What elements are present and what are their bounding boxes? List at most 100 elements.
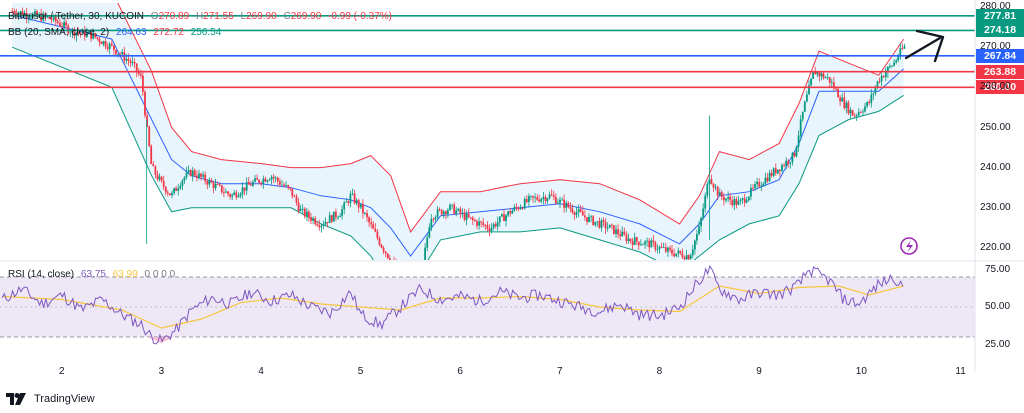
candle-body <box>370 222 373 225</box>
candle-body <box>675 253 678 257</box>
rsi-extra-values: 0 0 0 0 <box>144 269 176 280</box>
candle-body <box>388 258 391 260</box>
candle-body <box>30 17 32 19</box>
candle-body <box>432 218 435 220</box>
candle-body <box>853 115 856 117</box>
candle-body <box>899 48 902 57</box>
candle-body <box>833 82 835 89</box>
candle-body <box>608 224 611 228</box>
candle-body <box>293 196 296 197</box>
candle-body <box>295 196 298 203</box>
candle-body <box>503 214 505 222</box>
candle-body <box>839 97 841 102</box>
candle-body <box>474 220 476 221</box>
candle-body <box>220 185 223 193</box>
candle-body <box>158 176 161 180</box>
candle-body <box>204 174 207 182</box>
candle-body <box>40 14 43 21</box>
candle-body <box>864 106 866 112</box>
candle-body <box>694 240 696 250</box>
candle-body <box>880 76 883 82</box>
candle-body <box>478 221 480 226</box>
candle-body <box>312 218 314 221</box>
candle-body <box>436 209 439 218</box>
time-tick-3: 3 <box>158 366 165 377</box>
candle-body <box>19 11 22 14</box>
candle-body <box>447 210 449 215</box>
candle-body <box>803 101 806 112</box>
candle-body <box>523 199 526 209</box>
candle-body <box>793 152 796 157</box>
candle-body <box>596 221 599 222</box>
candle-body <box>386 253 389 259</box>
candle-body <box>173 188 175 193</box>
candle-body <box>376 231 379 239</box>
candle-body <box>569 207 572 209</box>
candle-body <box>743 198 746 203</box>
candle-body <box>783 165 785 166</box>
candle-body <box>617 229 619 235</box>
candle-body <box>297 202 300 211</box>
time-tick-8: 8 <box>656 366 663 377</box>
candle-body <box>457 208 460 211</box>
tradingview-logo-icon <box>6 393 26 405</box>
candle-body <box>241 187 244 194</box>
candle-body <box>710 179 713 184</box>
candle-body <box>735 199 738 205</box>
candle-body <box>820 73 823 77</box>
time-tick-6: 6 <box>457 366 463 377</box>
candle-body <box>667 247 669 252</box>
candle-body <box>231 194 234 197</box>
price-tick-220.00: 220.00 <box>980 242 1011 253</box>
candle-body <box>876 81 879 88</box>
candle-body <box>621 231 624 237</box>
candle-body <box>94 33 97 38</box>
change-value: -0.99 (-0.37%) <box>328 11 393 22</box>
rsi-legend[interactable]: RSI (14, close) 63.75 63.99 0 0 0 0 <box>8 269 175 281</box>
candle-body <box>492 224 495 228</box>
candle-body <box>772 168 775 176</box>
candle-body <box>538 199 541 202</box>
candle-body <box>36 11 38 16</box>
bb-upper-value: 256.54 <box>190 27 222 38</box>
candle-body <box>860 112 862 113</box>
candle-body <box>874 87 877 94</box>
candle-body <box>727 196 729 199</box>
lightning-bolt-icon <box>906 240 913 253</box>
candle-body <box>461 212 464 214</box>
candle-body <box>714 186 717 188</box>
candle-body <box>395 262 397 268</box>
candle-body <box>397 268 399 269</box>
rsi-lines <box>1 265 904 345</box>
bollinger-legend[interactable]: BB (20, SMA, close, 2) 264.63 272.72 256… <box>8 27 221 39</box>
price-tick-260.00: 260.00 <box>980 81 1011 93</box>
candle-body <box>866 102 868 107</box>
candle-body <box>517 207 520 210</box>
candle-body <box>843 97 846 109</box>
tradingview-watermark[interactable]: TradingView <box>6 391 95 407</box>
candle-body <box>575 212 578 215</box>
candle-body <box>366 213 368 218</box>
candle-body <box>501 214 503 217</box>
candle-body <box>291 188 294 197</box>
candle-body <box>687 255 690 260</box>
candle-body <box>183 177 186 181</box>
candle-body <box>586 217 588 222</box>
candle-body <box>463 212 466 220</box>
candle-body <box>364 213 366 214</box>
candle-body <box>77 32 80 34</box>
candle-body <box>67 25 70 33</box>
candle-body <box>378 238 381 245</box>
candle-body <box>274 177 277 179</box>
candle-body <box>324 222 327 225</box>
candle-body <box>258 179 260 183</box>
candle-body <box>826 77 829 78</box>
candle-body <box>243 187 246 191</box>
candle-body <box>372 224 375 229</box>
tradingview-wordmark: TradingView <box>34 393 95 405</box>
candle-body <box>561 199 563 201</box>
candle-body <box>140 74 142 76</box>
candle-body <box>326 222 329 224</box>
candle-body <box>308 211 310 218</box>
